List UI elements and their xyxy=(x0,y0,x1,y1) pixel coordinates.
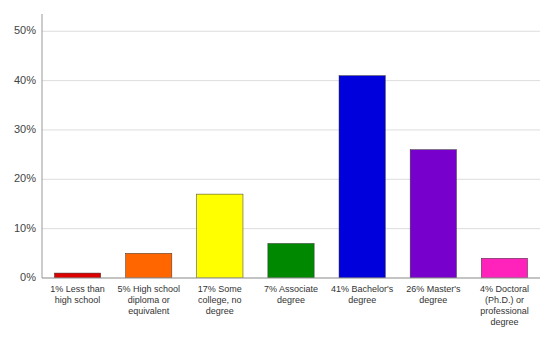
bar xyxy=(197,194,243,278)
x-axis-line xyxy=(42,278,540,279)
x-tick-label: 41% Bachelor'sdegree xyxy=(331,284,394,305)
bar xyxy=(126,253,172,278)
grid-line xyxy=(42,179,540,180)
bar xyxy=(54,273,100,278)
y-axis: 0% 10% 20% 30% 40% 50% xyxy=(14,24,36,283)
bar xyxy=(268,243,314,278)
chart: 0% 10% 20% 30% 40% 50% 1% Less thanhigh school… xyxy=(0,0,550,350)
y-tick-label: 30% xyxy=(14,123,36,135)
chart-container: 0% 10% 20% 30% 40% 50% 1% Less thanhigh school… xyxy=(0,0,550,350)
y-tick-label: 10% xyxy=(14,222,36,234)
grid-line xyxy=(42,278,540,279)
x-tick-label: 17% Somecollege, nodegree xyxy=(198,284,242,316)
bar xyxy=(339,76,385,278)
grid-line xyxy=(42,228,540,229)
x-tick-label: 7% Associatedegree xyxy=(264,284,318,305)
bar xyxy=(481,258,527,278)
y-tick-label: 20% xyxy=(14,172,36,184)
x-tick-label: 5% High schooldiploma orequivalent xyxy=(117,284,180,316)
y-axis-line xyxy=(42,14,43,278)
y-tick-label: 40% xyxy=(14,74,36,86)
grid-line xyxy=(42,31,540,32)
x-tick-label: 1% Less thanhigh school xyxy=(50,284,105,305)
x-tick-label: 26% Master'sdegree xyxy=(406,284,461,305)
grid-line xyxy=(42,80,540,81)
x-axis: 1% Less thanhigh school 5% High schooldip… xyxy=(50,284,529,327)
bars xyxy=(54,76,527,278)
y-tick-label: 0% xyxy=(20,271,36,283)
y-tick-label: 50% xyxy=(14,24,36,36)
x-tick-label: 4% Doctoral(Ph.D.) orprofessionaldegree xyxy=(480,284,529,327)
bar xyxy=(410,150,456,278)
grid xyxy=(42,31,540,278)
grid-line xyxy=(42,129,540,130)
